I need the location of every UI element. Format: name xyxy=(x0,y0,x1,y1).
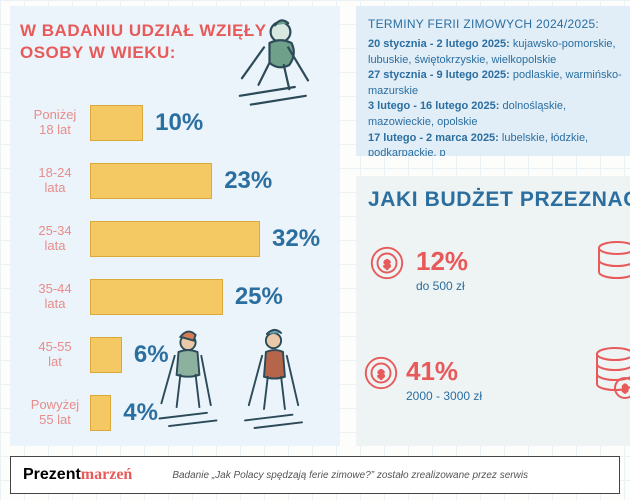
coin-icon: $ xyxy=(368,244,406,282)
budget-pct: 12% xyxy=(416,246,468,277)
age-category: 25-34lata xyxy=(20,224,90,254)
schedule-item: 17 lutego - 2 marca 2025: lubelskie, łód… xyxy=(368,131,624,156)
budget-item: 41% 2000 - 3000 zł xyxy=(406,356,482,403)
age-pct: 6% xyxy=(134,341,169,369)
coin-icon: $ xyxy=(362,354,400,392)
schedule-item: 20 stycznia - 2 lutego 2025: kujawsko-po… xyxy=(368,37,624,68)
brand-part-b: marzeń xyxy=(81,466,133,483)
age-category: 35-44lata xyxy=(20,282,90,312)
coin-stack-icon: $ xyxy=(588,344,630,402)
schedule-title: TERMINY FERII ZIMOWYCH 2024/2025: xyxy=(368,16,624,33)
schedule-item: 27 stycznia - 9 lutego 2025: podlaskie, … xyxy=(368,68,624,99)
brand-logo: Prezentmarzeń xyxy=(23,466,132,484)
age-bar xyxy=(90,337,122,373)
coin-stack-icon xyxy=(592,236,630,286)
budget-pct: 41% xyxy=(406,356,482,387)
budget-panel: JAKI BUDŻET PRZEZNACZASZ $ $ $ 12% do 500… xyxy=(356,176,630,446)
age-row: 35-44lata 25% xyxy=(20,268,330,326)
budget-label: do 500 zł xyxy=(416,279,468,293)
age-category: 18-24lata xyxy=(20,166,90,196)
budget-label: 2000 - 3000 zł xyxy=(406,389,482,403)
age-row: 25-34lata 32% xyxy=(20,210,330,268)
age-title: W BADANIU UDZIAŁ WZIĘŁY OSOBY W WIEKU: xyxy=(20,20,330,64)
age-category: Poniżej18 lat xyxy=(20,108,90,138)
age-row: 45-55lat 6% xyxy=(20,326,330,384)
footer: Prezentmarzeń Badanie „Jak Polacy spędza… xyxy=(10,456,620,494)
age-panel: W BADANIU UDZIAŁ WZIĘŁY OSOBY W WIEKU: P… xyxy=(10,6,340,446)
budget-title: JAKI BUDŻET PRZEZNACZASZ xyxy=(368,188,624,212)
schedule-panel: TERMINY FERII ZIMOWYCH 2024/2025: 20 sty… xyxy=(356,6,630,156)
age-pct: 23% xyxy=(224,167,272,195)
svg-text:$: $ xyxy=(378,369,385,381)
age-bar xyxy=(90,279,223,315)
age-category: 45-55lat xyxy=(20,340,90,370)
age-pct: 32% xyxy=(272,225,320,253)
age-pct: 4% xyxy=(123,399,158,427)
svg-text:$: $ xyxy=(384,259,391,271)
age-row: 18-24lata 23% xyxy=(20,152,330,210)
age-bar xyxy=(90,163,212,199)
footer-text: Badanie „Jak Polacy spędzają ferie zimow… xyxy=(172,470,528,481)
age-pct: 10% xyxy=(155,109,203,137)
age-bar xyxy=(90,105,143,141)
age-row: Powyżej55 lat 4% xyxy=(20,384,330,442)
svg-text:$: $ xyxy=(622,384,628,395)
age-bar xyxy=(90,395,111,431)
age-category: Powyżej55 lat xyxy=(20,398,90,428)
budget-item: 12% do 500 zł xyxy=(416,246,468,293)
schedule-item: 3 lutego - 16 lutego 2025: dolnośląskie,… xyxy=(368,99,624,130)
age-row: Poniżej18 lat 10% xyxy=(20,94,330,152)
brand-part-a: Prezent xyxy=(23,466,81,483)
age-bar xyxy=(90,221,260,257)
age-pct: 25% xyxy=(235,283,283,311)
